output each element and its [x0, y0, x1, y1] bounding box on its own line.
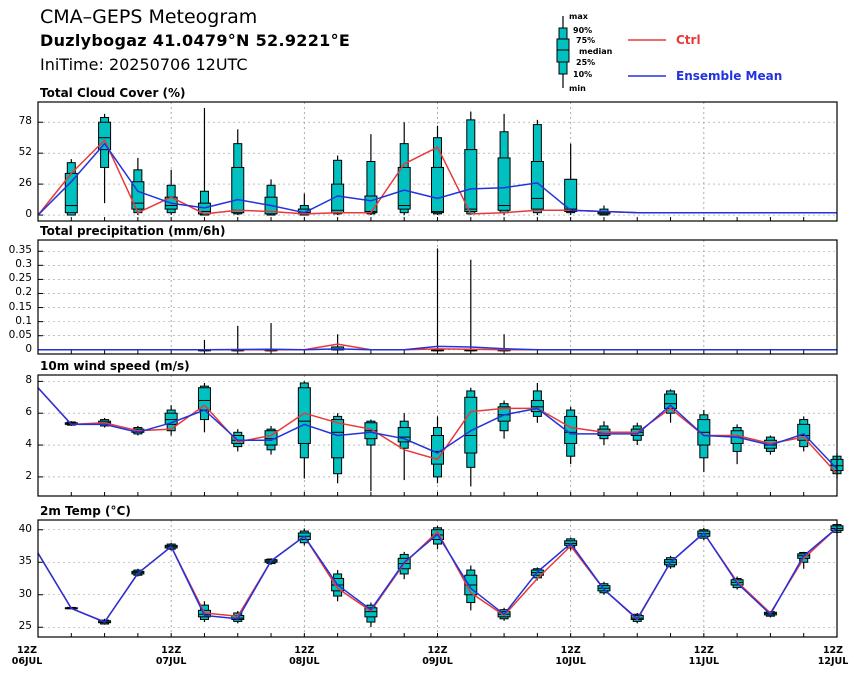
- x-axis-label-time: 12Z: [427, 645, 448, 656]
- precip-panel-frame: [37, 239, 838, 355]
- x-axis-label: 12Z 06JUL: [2, 645, 52, 667]
- legend-key-p25: 25%: [576, 58, 596, 67]
- x-axis-label-time: 12Z: [294, 645, 315, 656]
- x-axis-label-time: 12Z: [161, 645, 182, 656]
- legend-key-max: max: [569, 12, 588, 21]
- cloud-panel-frame: [37, 101, 838, 222]
- x-axis-label-time: 12Z: [822, 645, 844, 656]
- wind-panel-frame: [37, 374, 838, 497]
- temp-y-tick-label: 35: [18, 555, 32, 568]
- temp-panel-frame: [37, 519, 838, 638]
- x-axis-label-date: 08JUL: [289, 656, 320, 667]
- precip-panel-title: Total precipitation (mm/6h): [40, 224, 226, 238]
- cloud-y-tick-label: 52: [18, 146, 32, 159]
- cloud-box-inner: [431, 166, 444, 214]
- temp-y-tick-label: 30: [18, 587, 32, 600]
- cloud-box-outer: [366, 161, 376, 215]
- precip-y-tick-label: 0.15: [8, 300, 32, 313]
- precip-y-tick-label: 0: [25, 342, 32, 355]
- cloud-box-inner: [397, 166, 411, 210]
- x-axis-label: 12Z 08JUL: [279, 645, 329, 667]
- cloud-box-inner: [131, 181, 145, 210]
- legend-key-p75: 75%: [576, 36, 596, 45]
- legend-ctrl-label: Ctrl: [676, 33, 701, 47]
- precip-mean-line: [38, 345, 837, 351]
- wind-y-tick-label: 2: [25, 469, 32, 482]
- cloud-box-inner: [364, 195, 378, 214]
- cloud-box-inner: [564, 178, 578, 212]
- precip-y-tick-label: 0.2: [15, 286, 32, 299]
- x-axis-label: 12Z 07JUL: [146, 645, 196, 667]
- location-label: Duzlybogaz 41.0479°N 52.9221°E: [40, 31, 351, 50]
- temp-y-tick-label: 25: [18, 620, 32, 633]
- wind-y-tick-label: 6: [25, 406, 32, 419]
- wind-mean-line: [37, 387, 838, 470]
- wind-box-inner: [164, 412, 178, 425]
- wind-box-inner: [197, 387, 211, 411]
- cloud-box-inner: [231, 166, 245, 214]
- cloud-panel-title: Total Cloud Cover (%): [40, 86, 186, 100]
- wind-box-inner: [530, 399, 544, 413]
- x-axis-label-date: 09JUL: [422, 656, 453, 667]
- cloud-mean-line: [37, 142, 837, 216]
- wind-box-inner: [464, 396, 478, 454]
- x-axis-label: 12Z 10JUL: [546, 645, 596, 667]
- precip-y-tick-label: 0.3: [15, 258, 32, 271]
- temp-mean-line: [37, 527, 838, 623]
- x-axis-label-time: 12Z: [693, 645, 714, 656]
- wind-y-tick-label: 8: [25, 374, 32, 387]
- temp-panel-title: 2m Temp (°C): [40, 504, 131, 518]
- temp-y-tick-label: 40: [18, 522, 32, 535]
- legend-key-min: min: [569, 84, 586, 93]
- precip-y-tick-label: 0.05: [8, 328, 32, 341]
- cloud-y-tick-label: 0: [25, 208, 32, 221]
- precip-y-tick-label: 0.1: [15, 314, 32, 327]
- x-axis-label-date: 11JUL: [688, 656, 720, 667]
- x-axis-label-time: 12Z: [560, 645, 581, 656]
- legend-key-p10: 10%: [573, 70, 593, 79]
- wind-box-inner: [331, 419, 345, 459]
- x-axis-label-date: 06JUL: [11, 656, 43, 667]
- wind-panel-title: 10m wind speed (m/s): [40, 359, 190, 373]
- wind-y-tick-label: 4: [25, 438, 32, 451]
- chart-title: CMA–GEPS Meteogram: [40, 6, 258, 28]
- legend-key-p90: 90%: [573, 26, 593, 35]
- precip-y-tick-label: 0.25: [8, 272, 32, 285]
- cloud-box-inner: [464, 149, 478, 212]
- x-axis-label-date: 07JUL: [155, 656, 187, 667]
- cloud-box-inner: [530, 161, 544, 210]
- cloud-box-inner: [497, 157, 511, 211]
- precip-y-tick-label: 0.35: [8, 244, 32, 257]
- init-time-label: IniTime: 20250706 12UTC: [40, 55, 248, 74]
- cloud-y-tick-label: 26: [18, 177, 32, 190]
- x-axis-label-date: 10JUL: [555, 656, 586, 667]
- x-axis-label-time: 12Z: [16, 645, 38, 656]
- x-axis-label: 12Z 12JUL: [808, 645, 858, 667]
- legend-key-median: median: [579, 47, 613, 56]
- x-axis-label-date: 12JUL: [817, 656, 849, 667]
- legend-mean-label: Ensemble Mean: [676, 69, 783, 83]
- temp-box-inner: [364, 607, 378, 618]
- cloud-box-inner: [98, 121, 112, 151]
- x-axis-label: 12Z 09JUL: [413, 645, 463, 667]
- x-axis-label: 12Z 11JUL: [679, 645, 729, 667]
- cloud-y-tick-label: 78: [18, 115, 32, 128]
